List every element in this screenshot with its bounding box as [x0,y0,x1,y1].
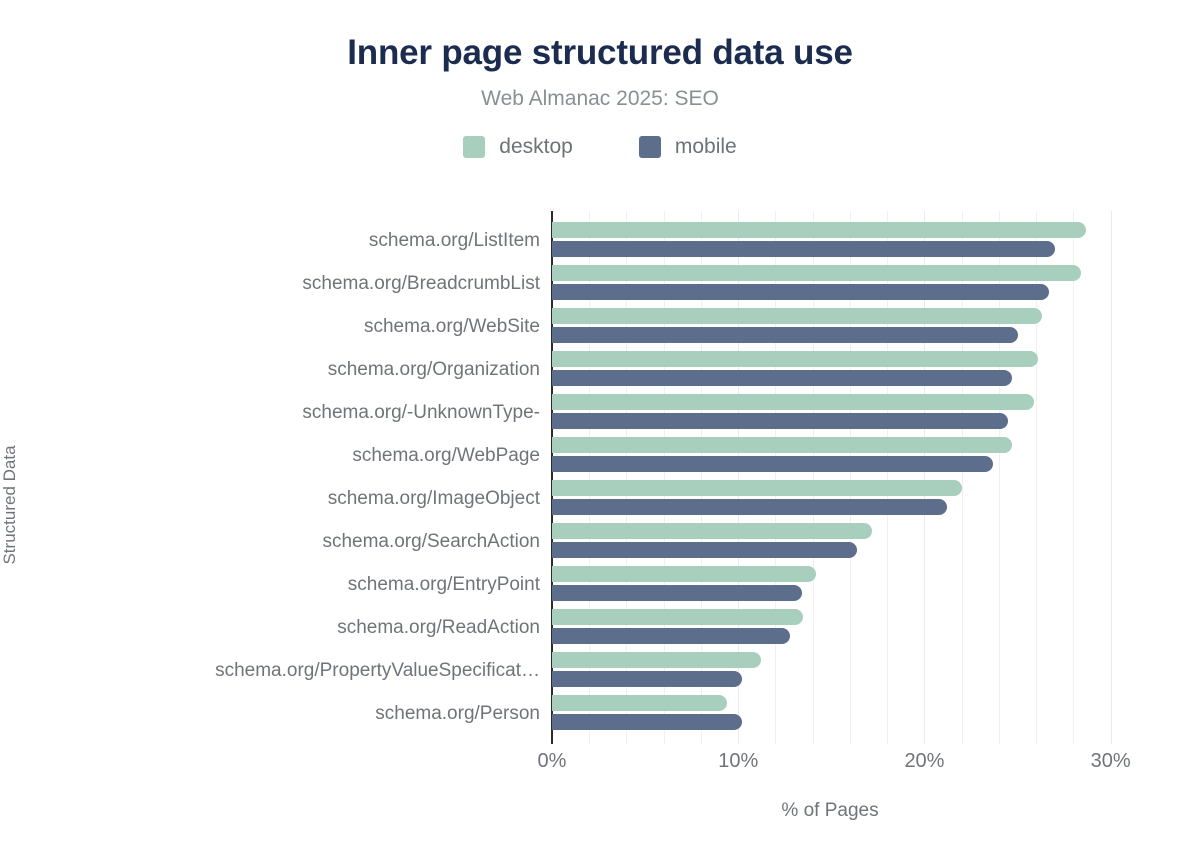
bar-group-row: schema.org/-UnknownType- [302,391,1120,434]
bar-group-row: schema.org/Person [375,692,1120,735]
bar-group-row: schema.org/ImageObject [328,477,1120,520]
bar-mobile[interactable] [552,241,1055,257]
bar-desktop[interactable] [552,695,728,711]
category-label: schema.org/Person [375,702,540,724]
bar-desktop[interactable] [552,265,1081,281]
x-tick-label: 10% [718,750,759,772]
category-label: schema.org/ReadAction [337,616,540,638]
x-tick-label: 30% [1090,750,1131,772]
legend-swatch-icon [638,135,661,158]
bar-mobile[interactable] [552,628,791,644]
category-label: schema.org/EntryPoint [347,573,540,595]
bar-mobile[interactable] [552,327,1018,343]
x-axis-title: % of Pages [781,800,879,821]
category-label: schema.org/ListItem [368,229,540,251]
page-title: Inner page structured data use [347,33,853,72]
plot-canvas: schema.org/ListItem schema.org/Breadcrumb… [215,211,1120,744]
bar-group-row: schema.org/ListItem [369,219,1120,262]
bar-group-row: schema.org/BreadcrumbList [302,262,1120,305]
chart-legend: desktop mobile [0,135,1200,159]
chart-subtitle: Web Almanac 2025: SEO [481,86,719,110]
y-axis-line [551,211,553,744]
legend-label: mobile [674,134,737,158]
bar-group-row: schema.org/WebSite [364,305,1120,348]
bar-desktop[interactable] [552,523,873,539]
bar-group-row: schema.org/ReadAction [337,606,1120,649]
bar-mobile[interactable] [552,499,947,515]
bar-desktop[interactable] [552,222,1087,238]
bar-rows: schema.org/ListItem schema.org/Breadcrumb… [215,211,1120,744]
bar-mobile[interactable] [552,284,1050,300]
bar-group-row: schema.org/Organization [328,348,1120,391]
y-axis-title: Structured Data [0,445,19,565]
category-label: schema.org/SearchAction [322,530,540,552]
plot-area: Structured Data schema.org/ListItem schem… [0,205,1200,825]
bar-desktop[interactable] [552,652,761,668]
bar-desktop[interactable] [552,437,1012,453]
bar-desktop[interactable] [552,394,1035,410]
bar-desktop[interactable] [552,351,1039,367]
category-label: schema.org/WebSite [363,315,540,337]
bar-group-row: schema.org/SearchAction [322,520,1120,563]
x-axis-ticks: 0% 10% 20% 30% [538,750,1131,780]
category-label: schema.org/PropertyValueSpecificat… [215,659,540,681]
bar-group-row: schema.org/EntryPoint [348,563,1120,606]
bar-mobile[interactable] [552,456,994,472]
legend-item-desktop[interactable]: desktop [463,135,573,159]
category-label: schema.org/Organization [327,358,540,380]
x-tick-label: 20% [904,750,945,772]
bar-mobile[interactable] [552,671,742,687]
category-label: schema.org/ImageObject [327,487,540,509]
category-label: schema.org/WebPage [352,444,540,466]
legend-label: desktop [499,134,573,158]
category-label: schema.org/-UnknownType- [302,401,540,423]
bar-mobile[interactable] [552,413,1009,429]
x-tick-label: 0% [537,750,567,772]
bar-desktop[interactable] [552,308,1042,324]
category-label: schema.org/BreadcrumbList [302,272,540,294]
bar-mobile[interactable] [552,714,742,730]
bar-mobile[interactable] [552,370,1012,386]
bar-desktop[interactable] [552,566,817,582]
chart-header: Inner page structured data use Web Alman… [0,0,1200,111]
bar-desktop[interactable] [552,480,962,496]
bar-group-row: schema.org/WebPage [352,434,1120,477]
legend-item-mobile[interactable]: mobile [638,134,737,159]
bar-group-row: schema.org/PropertyValueSpecificat… [215,649,1120,692]
bar-mobile[interactable] [552,542,858,558]
bar-mobile[interactable] [552,585,802,601]
bar-desktop[interactable] [552,609,804,625]
legend-swatch-icon [463,135,486,158]
